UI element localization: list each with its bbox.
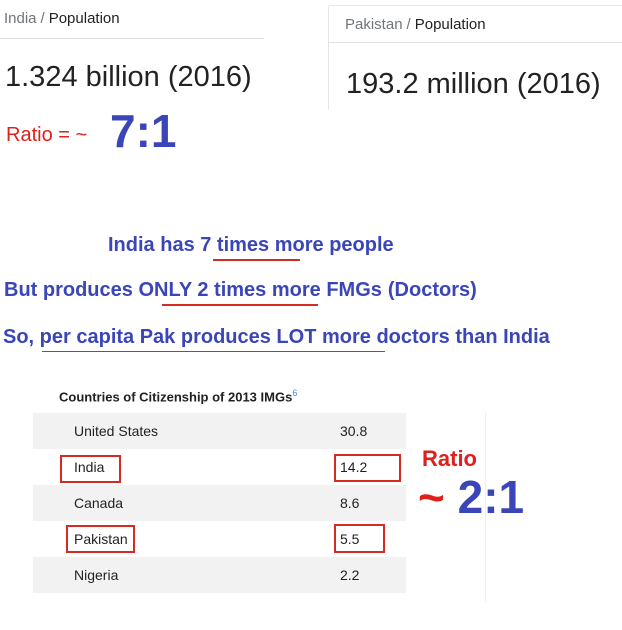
claim2-highlight: ONLY 2 times bbox=[138, 279, 267, 301]
row-country: Nigeria bbox=[74, 567, 119, 583]
claim1-part1: India has bbox=[108, 234, 201, 256]
row-country: United States bbox=[74, 423, 159, 439]
row-value: 14.2 bbox=[340, 459, 368, 475]
claim3-part3: doctors than India bbox=[370, 326, 550, 348]
row-value: 30.8 bbox=[340, 423, 368, 439]
table-row: Nigeria 2.2 bbox=[33, 557, 406, 593]
row-value: 8.6 bbox=[340, 495, 360, 511]
india-population-value: 1.324 billion (2016) bbox=[5, 61, 252, 93]
claim1-part3: more people bbox=[269, 234, 394, 256]
claim1-underline bbox=[213, 259, 300, 261]
card-divider bbox=[0, 38, 264, 39]
row-country: India bbox=[74, 459, 105, 475]
doctor-ratio-tilde: ~ bbox=[418, 471, 445, 523]
table-title-text: Countries of Citizenship of 2013 IMGs bbox=[59, 389, 293, 405]
doctor-ratio-value: ~ 2:1 bbox=[418, 470, 524, 524]
breadcrumb-separator: / bbox=[40, 10, 45, 27]
doctor-ratio-number: 2:1 bbox=[444, 471, 525, 523]
table-title: Countries of Citizenship of 2013 IMGs6 bbox=[59, 388, 297, 404]
table-row: Canada 8.6 bbox=[33, 485, 406, 521]
india-country-link[interactable]: India bbox=[4, 10, 37, 27]
row-value: 2.2 bbox=[340, 567, 360, 583]
pakistan-population-card: Pakistan / Population 193.2 million (2016) bbox=[329, 6, 622, 110]
table-row: United States 30.8 bbox=[33, 413, 406, 449]
claim-more-fmgs: But produces ONLY 2 times more FMGs (Doct… bbox=[4, 279, 477, 302]
claim2-underline bbox=[162, 304, 318, 306]
claim2-part3: more FMGs bbox=[266, 279, 382, 301]
india-country-highlight-box bbox=[60, 455, 121, 483]
india-metric-label: Population bbox=[48, 10, 120, 27]
row-country: Pakistan bbox=[74, 531, 128, 547]
pakistan-country-link[interactable]: Pakistan bbox=[345, 16, 403, 33]
pakistan-breadcrumb: Pakistan / Population bbox=[345, 16, 486, 33]
claim1-highlight: 7 times bbox=[200, 234, 270, 256]
row-value: 5.5 bbox=[340, 531, 360, 547]
table-row: India 14.2 bbox=[33, 449, 406, 485]
claim2-part1: But produces bbox=[4, 279, 139, 301]
doctor-ratio-value-text: ~ 2:1 bbox=[418, 471, 524, 523]
india-value-highlight-box bbox=[334, 454, 401, 482]
claim3-part1: So, bbox=[3, 326, 40, 348]
img-citizenship-table: Countries of Citizenship of 2013 IMGs6 U… bbox=[33, 376, 486, 602]
row-country: Canada bbox=[74, 495, 124, 511]
claim3-underline bbox=[42, 351, 385, 352]
doctor-ratio-label: Ratio bbox=[422, 446, 477, 471]
claim3-highlight: per capita Pak produces LOT more bbox=[39, 326, 371, 348]
claim2-part4: (Doctors) bbox=[387, 279, 477, 301]
breadcrumb-separator: / bbox=[406, 16, 411, 33]
india-population-card: India / Population 1.324 billion (2016) bbox=[0, 0, 264, 110]
table-row: Pakistan 5.5 bbox=[33, 521, 406, 557]
table-footnote-link[interactable]: 6 bbox=[292, 388, 298, 398]
claim-more-people: India has 7 times more people bbox=[108, 234, 394, 257]
pakistan-value-highlight-box bbox=[334, 524, 385, 553]
table-edge bbox=[406, 412, 486, 602]
pakistan-country-highlight-box bbox=[66, 525, 135, 553]
pakistan-metric-label: Population bbox=[414, 16, 486, 33]
population-ratio-value: 7:1 bbox=[110, 105, 177, 157]
india-breadcrumb: India / Population bbox=[4, 10, 120, 27]
pakistan-population-value: 193.2 million (2016) bbox=[346, 68, 601, 100]
population-ratio-label: Ratio = ~ bbox=[6, 124, 88, 146]
card-divider bbox=[329, 42, 622, 43]
claim-per-capita: So, per capita Pak produces LOT more doc… bbox=[3, 326, 550, 349]
